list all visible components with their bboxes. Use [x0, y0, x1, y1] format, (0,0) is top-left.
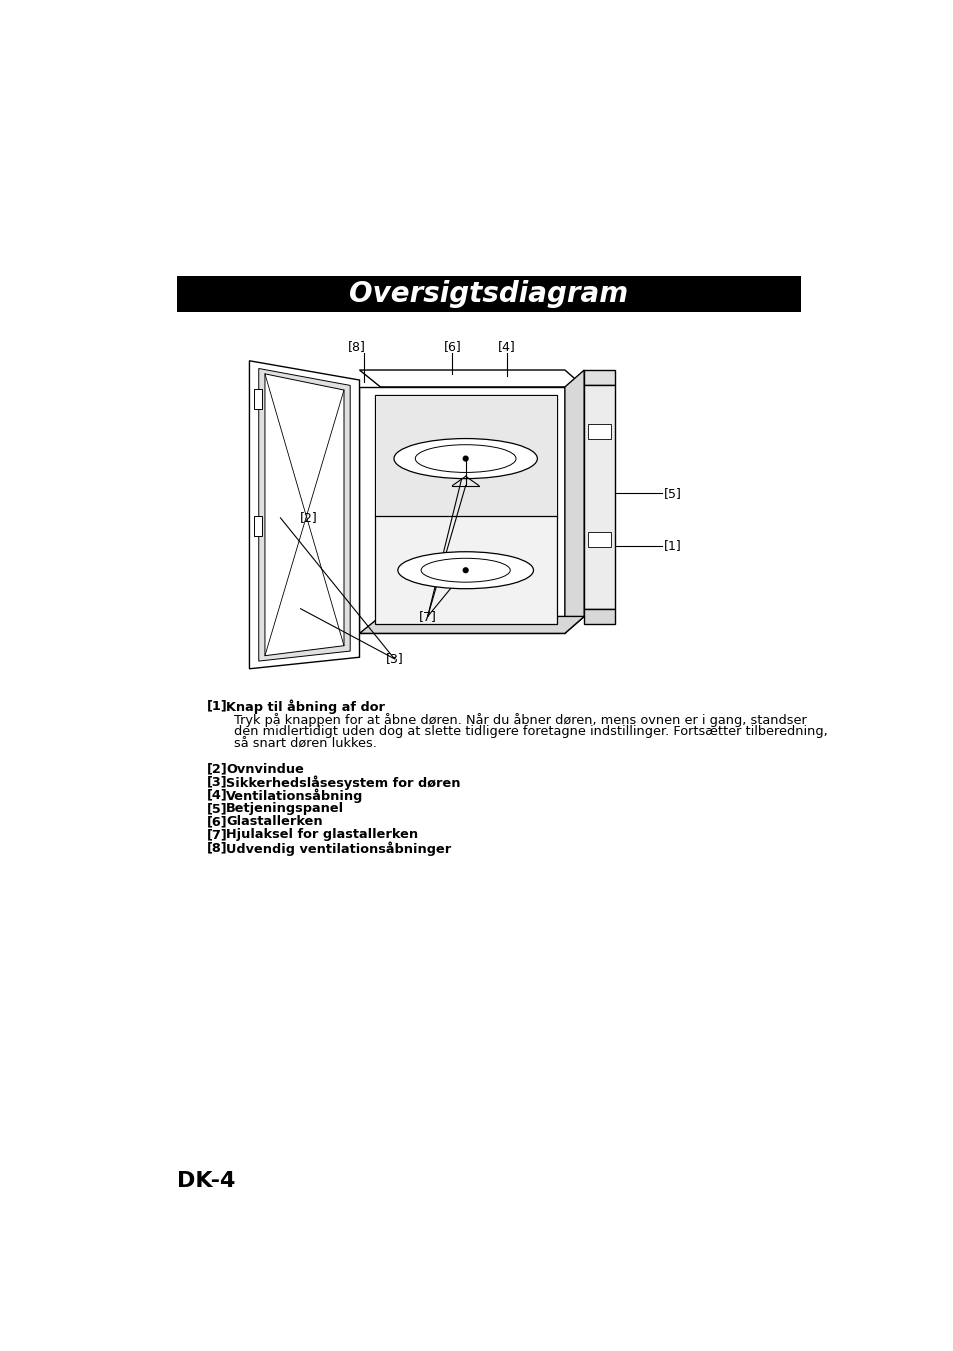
- Polygon shape: [375, 394, 557, 516]
- Text: [7]: [7]: [418, 609, 436, 623]
- Text: [1]: [1]: [207, 700, 228, 712]
- Polygon shape: [359, 616, 583, 634]
- Text: Udvendig ventilationsåbninger: Udvendig ventilationsåbninger: [226, 842, 451, 855]
- Polygon shape: [583, 385, 615, 609]
- Text: [5]: [5]: [207, 802, 227, 815]
- Text: [3]: [3]: [385, 653, 403, 665]
- Ellipse shape: [420, 558, 510, 582]
- Polygon shape: [564, 370, 583, 634]
- Text: [5]: [5]: [663, 486, 681, 500]
- Text: Oversigtsdiagram: Oversigtsdiagram: [349, 280, 628, 308]
- Polygon shape: [375, 394, 557, 624]
- Ellipse shape: [397, 551, 533, 589]
- Text: Ovnvindue: Ovnvindue: [226, 763, 304, 775]
- Text: DK-4: DK-4: [177, 1171, 235, 1190]
- Polygon shape: [587, 424, 611, 439]
- Polygon shape: [587, 532, 611, 547]
- Bar: [177, 276, 801, 312]
- Ellipse shape: [394, 439, 537, 478]
- Text: [2]: [2]: [207, 763, 228, 775]
- Text: den midlertidigt uden dog at slette tidligere foretagne indstillinger. Fortsætte: den midlertidigt uden dog at slette tidl…: [233, 725, 827, 738]
- Text: [6]: [6]: [443, 340, 461, 353]
- Polygon shape: [265, 374, 344, 655]
- Text: [4]: [4]: [207, 789, 228, 802]
- Polygon shape: [583, 370, 615, 385]
- Text: Hjulaksel for glastallerken: Hjulaksel for glastallerken: [226, 828, 417, 842]
- Text: Tryk på knappen for at åbne døren. Når du åbner døren, mens ovnen er i gang, sta: Tryk på knappen for at åbne døren. Når d…: [233, 713, 806, 727]
- Text: [2]: [2]: [300, 512, 317, 524]
- Polygon shape: [583, 609, 615, 624]
- Polygon shape: [253, 389, 261, 408]
- Text: så snart døren lukkes.: så snart døren lukkes.: [233, 738, 376, 750]
- Polygon shape: [249, 361, 359, 669]
- Text: [8]: [8]: [348, 340, 366, 353]
- Circle shape: [462, 455, 468, 462]
- Text: Knap til åbning af dor: Knap til åbning af dor: [226, 700, 385, 715]
- Text: [1]: [1]: [663, 539, 681, 553]
- Text: Betjeningspanel: Betjeningspanel: [226, 802, 344, 815]
- Text: [3]: [3]: [207, 775, 227, 789]
- Polygon shape: [253, 516, 261, 535]
- Polygon shape: [359, 386, 564, 634]
- Text: [7]: [7]: [207, 828, 228, 842]
- Text: [4]: [4]: [497, 340, 515, 353]
- Text: [6]: [6]: [207, 815, 227, 828]
- Text: Ventilationsåbning: Ventilationsåbning: [226, 789, 363, 804]
- Ellipse shape: [415, 444, 516, 473]
- Text: Glastallerken: Glastallerken: [226, 815, 322, 828]
- Polygon shape: [258, 369, 350, 661]
- Circle shape: [462, 567, 468, 573]
- Polygon shape: [359, 370, 583, 386]
- Text: Sikkerhedslåsesystem for døren: Sikkerhedslåsesystem for døren: [226, 775, 460, 790]
- Text: [8]: [8]: [207, 842, 227, 854]
